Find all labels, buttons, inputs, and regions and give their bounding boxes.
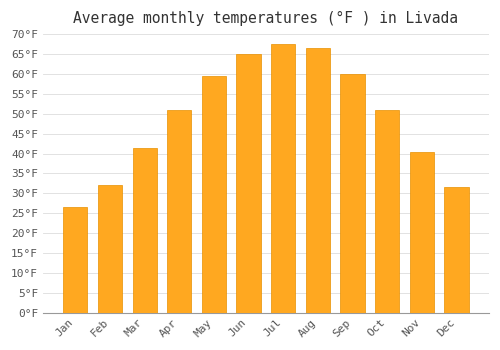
- Bar: [63, 207, 88, 313]
- Bar: [132, 148, 157, 313]
- Bar: [410, 152, 434, 313]
- Title: Average monthly temperatures (°F ) in Livada: Average monthly temperatures (°F ) in Li…: [74, 11, 458, 26]
- Bar: [444, 187, 468, 313]
- Bar: [236, 54, 260, 313]
- Bar: [98, 186, 122, 313]
- Bar: [306, 48, 330, 313]
- Bar: [375, 110, 400, 313]
- Bar: [167, 110, 192, 313]
- Bar: [340, 74, 364, 313]
- Bar: [202, 76, 226, 313]
- Bar: [271, 44, 295, 313]
